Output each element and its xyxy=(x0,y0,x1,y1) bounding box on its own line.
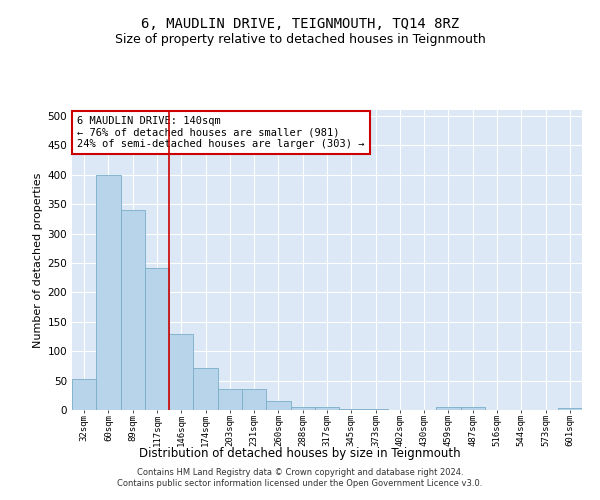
Bar xyxy=(436,407,461,410)
Bar xyxy=(339,409,364,410)
Bar xyxy=(315,407,339,410)
Text: Size of property relative to detached houses in Teignmouth: Size of property relative to detached ho… xyxy=(115,32,485,46)
Bar xyxy=(461,407,485,410)
Bar xyxy=(218,390,242,410)
Bar xyxy=(266,400,290,410)
Text: 6 MAUDLIN DRIVE: 140sqm
← 76% of detached houses are smaller (981)
24% of semi-d: 6 MAUDLIN DRIVE: 140sqm ← 76% of detache… xyxy=(77,116,365,149)
Bar xyxy=(193,368,218,410)
Bar xyxy=(364,409,388,410)
Bar xyxy=(558,408,582,410)
Y-axis label: Number of detached properties: Number of detached properties xyxy=(33,172,43,348)
Bar xyxy=(145,268,169,410)
Bar xyxy=(121,210,145,410)
Text: 6, MAUDLIN DRIVE, TEIGNMOUTH, TQ14 8RZ: 6, MAUDLIN DRIVE, TEIGNMOUTH, TQ14 8RZ xyxy=(141,18,459,32)
Bar xyxy=(242,390,266,410)
Bar xyxy=(169,334,193,410)
Bar xyxy=(96,174,121,410)
Text: Distribution of detached houses by size in Teignmouth: Distribution of detached houses by size … xyxy=(139,448,461,460)
Bar xyxy=(290,407,315,410)
Text: Contains HM Land Registry data © Crown copyright and database right 2024.
Contai: Contains HM Land Registry data © Crown c… xyxy=(118,468,482,487)
Bar xyxy=(72,380,96,410)
